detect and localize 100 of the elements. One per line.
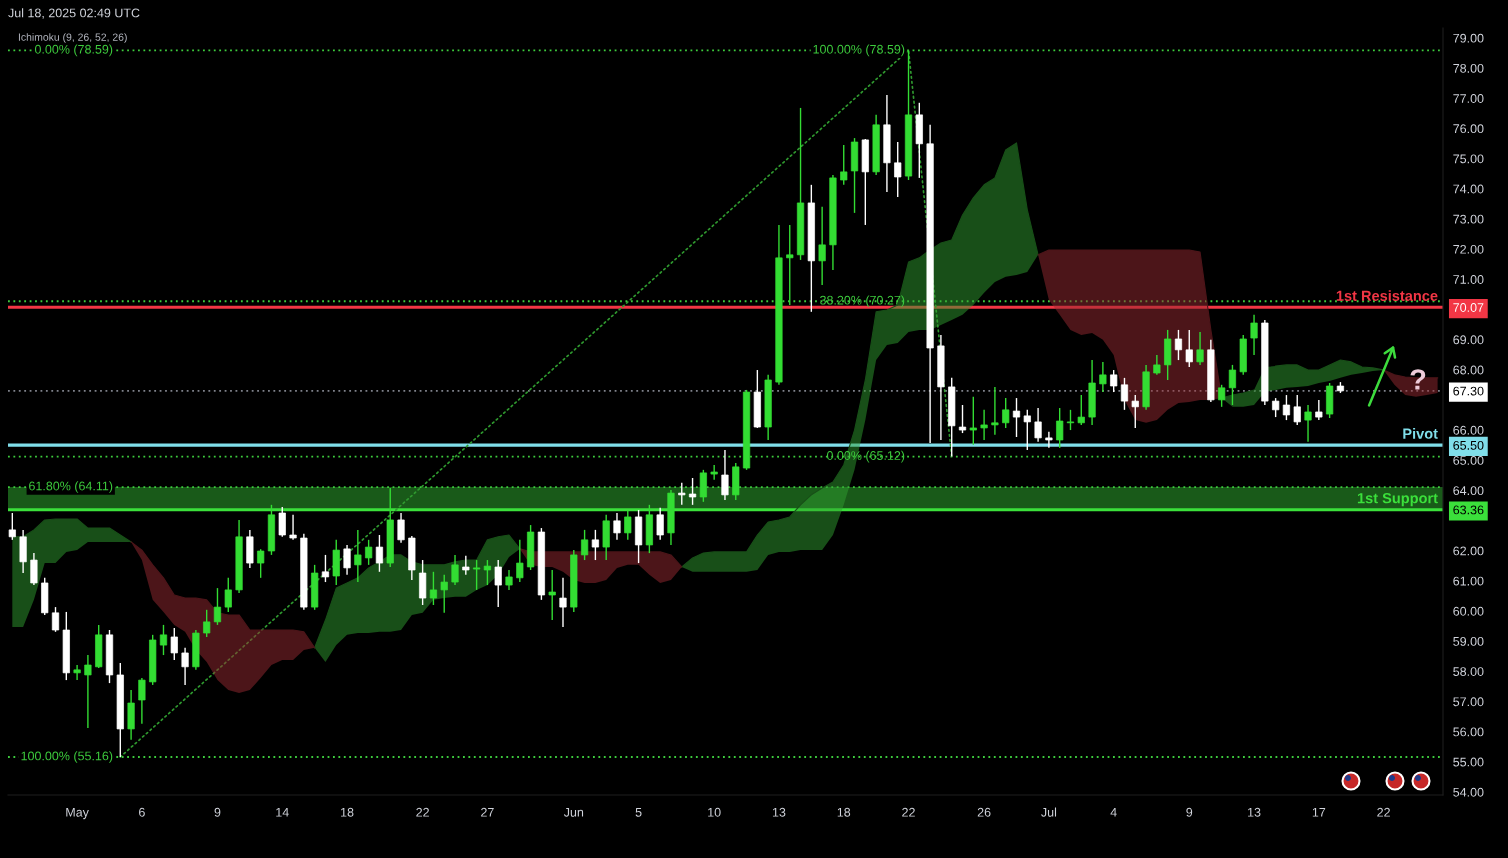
ref-line-label: Pivot — [1403, 428, 1438, 439]
candlestick — [257, 548, 265, 579]
candlestick — [343, 544, 351, 576]
y-tick-label: 57.00 — [1453, 697, 1484, 707]
candlestick — [1218, 384, 1226, 408]
candlestick — [84, 654, 92, 729]
x-tick-label: 22 — [902, 807, 915, 817]
x-tick-label: 13 — [772, 807, 786, 817]
x-tick-label: 4 — [1110, 807, 1117, 817]
y-tick-label: 64.00 — [1453, 486, 1484, 496]
x-tick-label: 9 — [1186, 807, 1193, 817]
candlestick — [1131, 394, 1139, 429]
candlestick — [818, 206, 826, 286]
candlestick — [1056, 407, 1064, 449]
x-tick-label: 9 — [214, 807, 221, 817]
ref-line-label: 38.20% (70.27) — [820, 295, 905, 308]
candlestick — [8, 512, 16, 541]
candlestick — [613, 512, 621, 541]
y-tick-label: 79.00 — [1453, 33, 1484, 43]
candlestick — [1012, 397, 1021, 438]
y-tick-label: 72.00 — [1453, 244, 1484, 254]
candlestick — [375, 534, 384, 573]
candlestick — [1250, 314, 1258, 356]
x-tick-label: 22 — [416, 807, 429, 817]
candlestick — [429, 571, 438, 606]
x-tick-label: 10 — [708, 807, 721, 817]
candlestick — [591, 529, 599, 561]
candlestick — [1174, 329, 1183, 361]
candlestick — [213, 587, 222, 626]
y-tick-label: 71.00 — [1453, 275, 1484, 284]
candlestick — [30, 552, 38, 586]
candlestick — [51, 606, 60, 633]
candlestick — [397, 512, 405, 544]
y-tick-label: 73.00 — [1453, 214, 1484, 224]
candlestick — [721, 449, 729, 501]
candlestick — [170, 627, 178, 661]
candlestick — [73, 664, 81, 681]
candlestick — [1293, 394, 1301, 426]
candlestick — [1120, 377, 1129, 411]
ref-line-label: 100.00% (55.16) — [21, 751, 113, 763]
x-tick-label: 13 — [1248, 807, 1261, 817]
candlestick — [688, 477, 697, 506]
candlestick — [1077, 394, 1085, 426]
ref-line-label: 61.80% (64.11) — [29, 481, 113, 493]
candlestick — [1304, 404, 1312, 443]
y-tick-label: 74.00 — [1453, 184, 1484, 194]
y-tick-label: 59.00 — [1453, 636, 1484, 646]
candlestick — [548, 569, 556, 621]
candlestick — [710, 464, 718, 481]
y-tick-label: 65.00 — [1453, 456, 1484, 465]
text: Jul 18, 2025 02:49 UTC — [8, 8, 140, 19]
candlestick — [1045, 431, 1053, 449]
annotation: ? — [1410, 369, 1426, 390]
x-tick-label: 5 — [635, 807, 642, 817]
y-tick-label: 69.00 — [1453, 335, 1484, 345]
x-tick-label: 6 — [139, 807, 145, 817]
candlestick — [494, 559, 502, 608]
candlestick — [1153, 354, 1161, 376]
x-tick-label: 22 — [1377, 807, 1390, 817]
candlestick — [516, 539, 524, 583]
candlestick — [958, 404, 967, 434]
candlestick — [1272, 397, 1280, 418]
candlestick — [321, 554, 330, 583]
candlestick — [786, 224, 794, 306]
x-tick-label: 27 — [481, 807, 494, 817]
candlestick — [473, 559, 481, 591]
candlestick — [289, 514, 297, 541]
candlestick — [559, 577, 567, 628]
y-tick-label: 65.50 — [1453, 440, 1484, 450]
candlestick — [354, 529, 362, 583]
annotation: Ichimoku (9, 26, 52, 26) — [18, 33, 127, 43]
y-tick-label: 54.00 — [1453, 787, 1484, 797]
candlestick — [1315, 399, 1323, 421]
x-tick-label: 18 — [837, 807, 851, 817]
y-tick-label: 77.00 — [1453, 94, 1484, 103]
x-tick-label: 14 — [276, 807, 289, 817]
ref-line-label: 0.00% (78.59) — [34, 44, 113, 57]
y-tick-label: 76.00 — [1453, 124, 1484, 134]
y-tick-label: 62.00 — [1453, 546, 1484, 556]
candlestick — [451, 554, 459, 586]
y-tick-label: 61.00 — [1453, 576, 1484, 586]
candlestick — [1228, 364, 1237, 406]
y-tick-label: 68.00 — [1453, 365, 1484, 375]
candlestick — [1066, 409, 1075, 431]
y-tick-label: 55.00 — [1453, 757, 1484, 767]
candlestick — [1196, 331, 1204, 366]
candlestick — [840, 144, 848, 186]
ref-line-label: 1st Resistance — [1336, 290, 1438, 301]
candlestick — [462, 555, 470, 576]
candlestick — [656, 507, 664, 541]
x-tick-label: Jun — [563, 807, 584, 817]
x-tick-label: Jul — [1041, 807, 1057, 817]
y-tick-label: 70.07 — [1453, 303, 1484, 312]
x-tick-label: 18 — [341, 807, 354, 817]
y-tick-label: 67.30 — [1453, 386, 1484, 396]
candlestick — [1023, 409, 1031, 451]
candlestick — [980, 409, 988, 441]
y-tick-label: 58.00 — [1453, 667, 1484, 676]
ref-line-label: 1st Support — [1357, 492, 1438, 507]
y-tick-label: 63.36 — [1453, 505, 1484, 515]
